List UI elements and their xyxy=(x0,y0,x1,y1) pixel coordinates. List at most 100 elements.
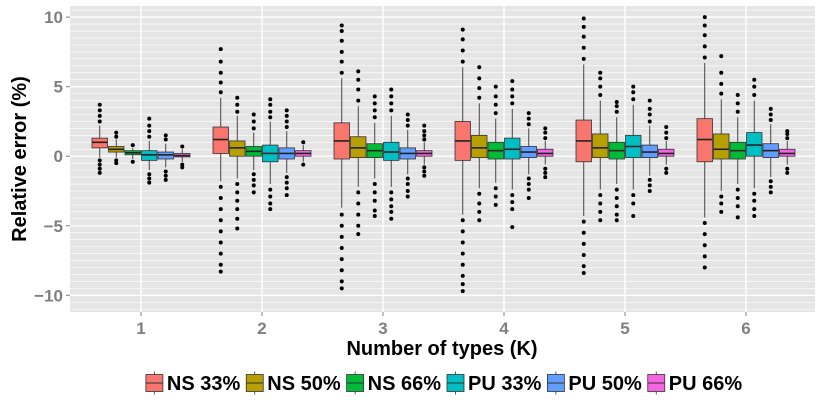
outlier-point xyxy=(218,47,223,52)
x-tick-label: 1 xyxy=(136,319,145,338)
outlier-point xyxy=(581,271,586,276)
outlier-point xyxy=(422,169,427,174)
outlier-point xyxy=(339,38,344,43)
box-ns-50--k6 xyxy=(713,54,730,214)
outlier-point xyxy=(114,130,119,135)
outlier-point xyxy=(719,194,724,199)
box-ns-50--k1 xyxy=(108,130,125,166)
box-pu-50--k5 xyxy=(641,98,658,193)
outlier-point xyxy=(405,118,410,123)
outlier-point xyxy=(389,204,394,209)
outlier-point xyxy=(752,198,757,203)
outlier-point xyxy=(614,187,619,192)
legend-item: PU 33% xyxy=(446,371,542,395)
outlier-point xyxy=(702,243,707,248)
box-pu-33--k2 xyxy=(262,97,279,212)
outlier-point xyxy=(735,93,740,98)
outlier-point xyxy=(477,201,482,206)
outlier-point xyxy=(477,191,482,196)
outlier-point xyxy=(284,180,289,185)
outlier-point xyxy=(97,119,102,124)
outlier-point xyxy=(581,230,586,235)
outlier-point xyxy=(218,59,223,64)
box-pu-33--k3 xyxy=(383,87,400,221)
outlier-point xyxy=(301,140,306,145)
box-ns-66--k1 xyxy=(124,143,141,164)
outlier-point xyxy=(543,166,548,171)
outlier-point xyxy=(218,184,223,189)
grid-lines xyxy=(70,6,815,312)
outlier-point xyxy=(405,123,410,128)
outlier-point xyxy=(163,173,168,178)
outlier-point xyxy=(543,126,548,131)
outlier-point xyxy=(598,76,603,81)
box-iqr xyxy=(592,133,609,159)
legend-item: PU 50% xyxy=(546,371,642,395)
outlier-point xyxy=(235,182,240,187)
outlier-point xyxy=(510,193,515,198)
outlier-point xyxy=(510,94,515,99)
outlier-point xyxy=(664,166,669,171)
outlier-point xyxy=(147,176,152,181)
box-ns-33--k4 xyxy=(454,27,471,294)
outlier-point xyxy=(389,209,394,214)
outlier-point xyxy=(581,24,586,29)
box-pu-66--k1 xyxy=(174,144,191,170)
box-ns-66--k3 xyxy=(366,94,383,219)
outlier-point xyxy=(702,265,707,270)
outlier-point xyxy=(510,225,515,230)
x-tick-label: 2 xyxy=(257,319,266,338)
outlier-point xyxy=(268,201,273,206)
outlier-point xyxy=(526,187,531,192)
box-ns-66--k5 xyxy=(608,99,625,223)
outlier-point xyxy=(598,201,603,206)
outlier-point xyxy=(284,119,289,124)
outlier-point xyxy=(405,188,410,193)
outlier-point xyxy=(339,223,344,228)
outlier-point xyxy=(493,94,498,99)
outlier-point xyxy=(664,130,669,135)
outlier-point xyxy=(218,195,223,200)
outlier-point xyxy=(284,193,289,198)
outlier-point xyxy=(719,209,724,214)
outlier-point xyxy=(218,207,223,212)
outlier-point xyxy=(147,180,152,185)
outlier-point xyxy=(702,33,707,38)
outlier-point xyxy=(372,108,377,113)
outlier-point xyxy=(752,207,757,212)
box-ns-33--k5 xyxy=(575,16,592,276)
outlier-point xyxy=(702,55,707,60)
outlier-point xyxy=(526,116,531,121)
legend-item: NS 33% xyxy=(145,371,240,395)
outlier-point xyxy=(647,177,652,182)
box-ns-33--k6 xyxy=(696,15,713,270)
x-tick-label: 5 xyxy=(620,319,629,338)
outlier-point xyxy=(97,170,102,175)
outlier-point xyxy=(543,130,548,135)
outlier-point xyxy=(785,129,790,134)
outlier-point xyxy=(356,77,361,82)
y-tick-label: 5 xyxy=(54,78,63,97)
outlier-point xyxy=(477,209,482,214)
outlier-point xyxy=(477,218,482,223)
outlier-point xyxy=(735,187,740,192)
outlier-point xyxy=(235,226,240,231)
outlier-point xyxy=(647,119,652,124)
legend-item: NS 50% xyxy=(245,371,341,395)
outlier-point xyxy=(163,177,168,182)
outlier-point xyxy=(493,194,498,199)
outlier-point xyxy=(218,262,223,267)
outlier-point xyxy=(768,112,773,117)
outlier-point xyxy=(268,109,273,114)
outlier-point xyxy=(702,44,707,49)
outlier-point xyxy=(785,170,790,175)
box-ns-50--k2 xyxy=(229,95,246,231)
outlier-point xyxy=(768,118,773,123)
outlier-point xyxy=(147,116,152,121)
outlier-point xyxy=(598,84,603,89)
outlier-point xyxy=(97,113,102,118)
x-axis: 1 2 3 4 5 6 xyxy=(136,312,751,338)
outlier-point xyxy=(510,79,515,84)
outlier-point xyxy=(163,133,168,138)
